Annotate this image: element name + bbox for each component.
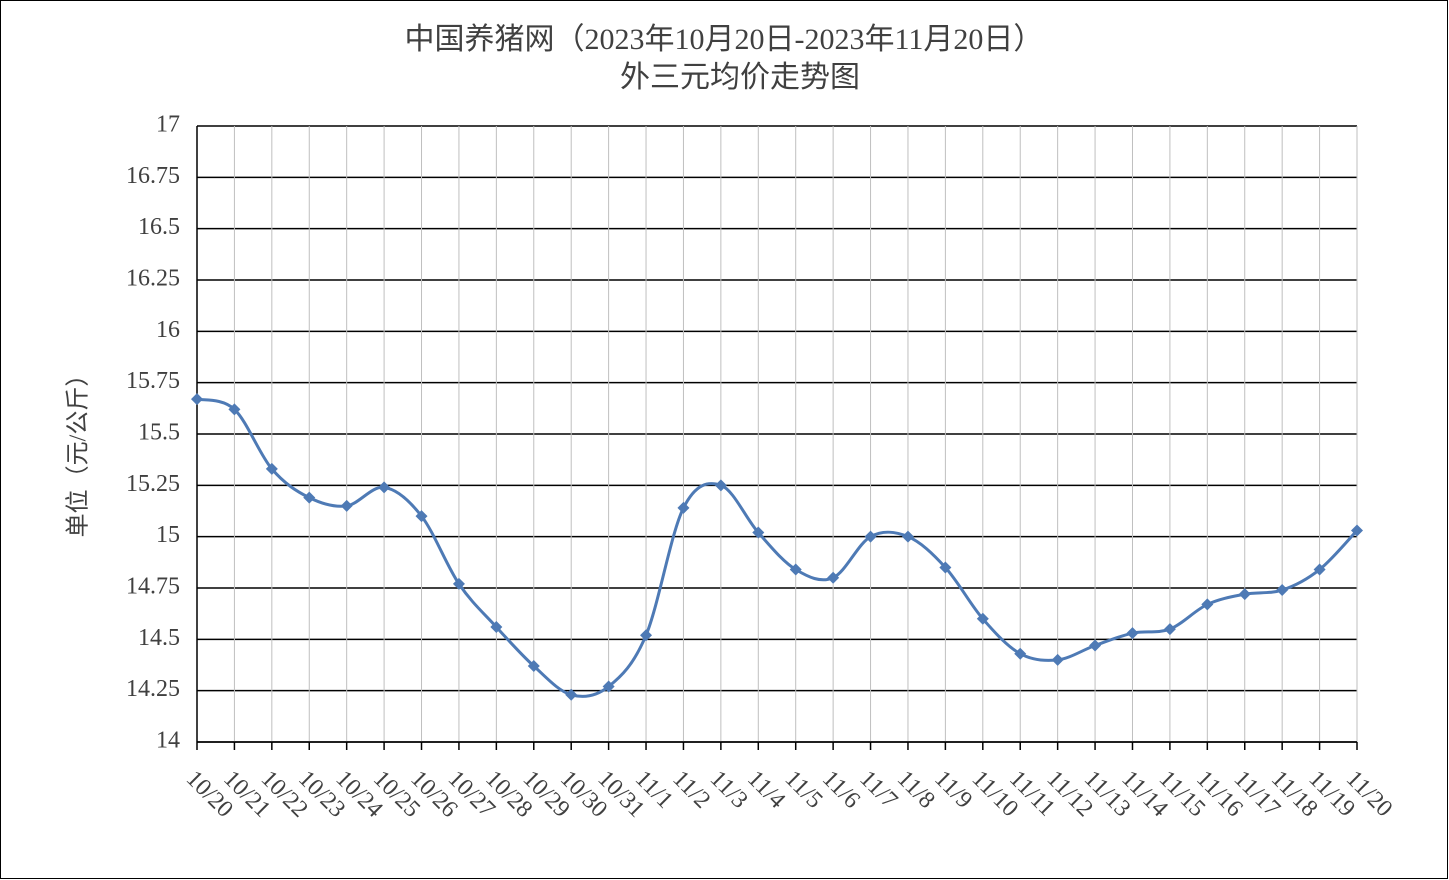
y-tick-label: 14.5 — [138, 625, 180, 651]
marker — [677, 501, 690, 514]
y-tick-label: 15 — [156, 522, 180, 548]
marker — [640, 629, 653, 642]
marker — [1051, 653, 1064, 666]
y-tick-label: 16.75 — [126, 163, 180, 189]
marker — [1163, 623, 1176, 636]
marker — [415, 510, 428, 523]
y-tick-label: 15.25 — [126, 471, 180, 497]
marker — [752, 526, 765, 539]
marker — [901, 530, 914, 543]
marker — [527, 660, 540, 673]
y-tick-label: 16.25 — [126, 266, 180, 292]
marker — [1238, 588, 1251, 601]
y-axis-label: 单位（元/公斤） — [65, 363, 92, 538]
y-tick-label: 15.75 — [126, 368, 180, 394]
marker — [378, 481, 391, 494]
chart-title: 中国养猪网（2023年10月20日-2023年11月20日） — [405, 23, 1044, 56]
marker — [1313, 563, 1326, 576]
marker — [265, 462, 278, 475]
marker — [1201, 598, 1214, 611]
marker — [602, 680, 615, 693]
marker — [490, 621, 503, 634]
marker — [1089, 639, 1102, 652]
y-tick-label: 16.5 — [138, 214, 180, 240]
marker — [1351, 524, 1363, 537]
marker — [827, 571, 840, 584]
y-tick-label: 16 — [156, 317, 180, 343]
y-tick-label: 17 — [156, 112, 180, 138]
y-tick-label: 14 — [156, 728, 180, 754]
marker — [191, 393, 203, 406]
marker — [714, 479, 727, 492]
marker — [976, 612, 989, 625]
marker — [228, 403, 241, 416]
marker — [565, 688, 578, 701]
y-tick-label: 14.25 — [126, 676, 180, 702]
marker — [1014, 647, 1027, 660]
chart-subtitle: 外三元均价走势图 — [620, 61, 860, 94]
marker — [1276, 584, 1289, 597]
marker — [939, 561, 952, 574]
marker — [789, 563, 802, 576]
marker — [1126, 627, 1139, 640]
y-tick-label: 14.75 — [126, 574, 180, 600]
marker — [452, 577, 465, 590]
marker — [340, 499, 353, 512]
marker — [864, 530, 877, 543]
marker — [303, 491, 316, 504]
y-tick-label: 15.5 — [138, 420, 180, 446]
